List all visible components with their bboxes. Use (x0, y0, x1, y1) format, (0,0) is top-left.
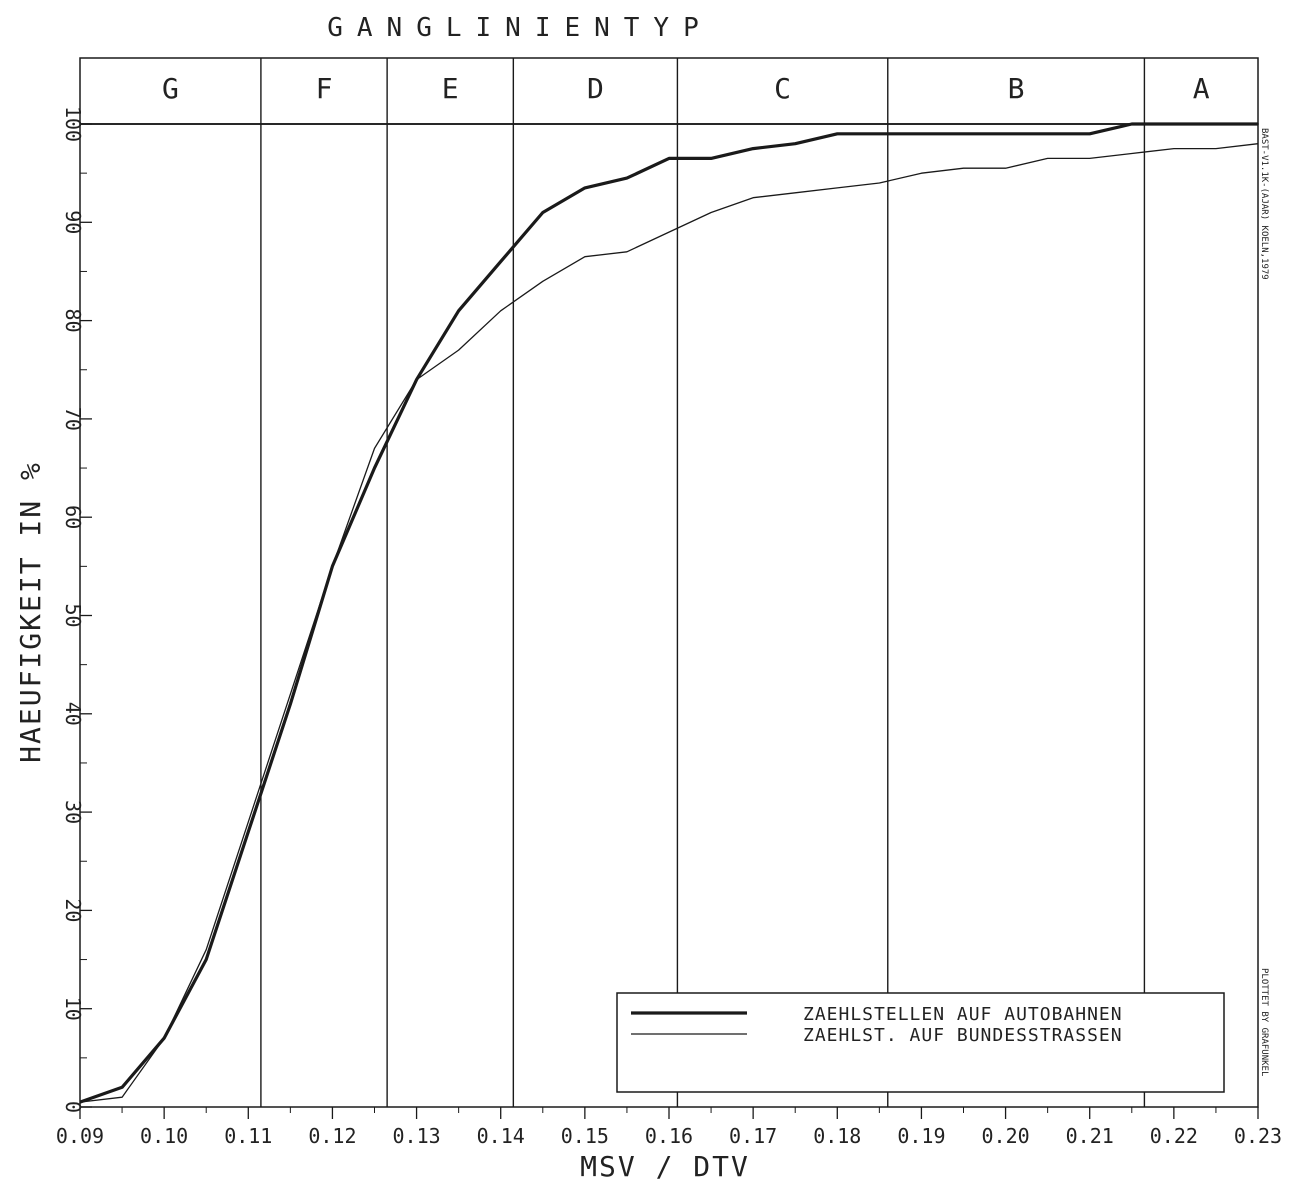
band-header (79, 57, 1259, 125)
y-tick-label: 30 (61, 800, 85, 824)
legend: ZAEHLSTELLEN AUF AUTOBAHNEN ZAEHLST. AUF… (616, 992, 1225, 1093)
x-tick-label: 0.18 (813, 1124, 861, 1148)
x-tick-label: 0.16 (645, 1124, 693, 1148)
side-note-top: BAST-V1.1K-(AJAR) KOELN,1979 (1259, 128, 1269, 280)
y-axis-ticks: 0 10 20 30 40 50 60 70 80 90 100 (61, 106, 92, 1113)
x-tick-label: 0.23 (1234, 1124, 1282, 1148)
band-label-d: D (587, 72, 604, 105)
x-axis-ticks: 0.09 0.10 0.11 0.12 0.13 0.14 0.15 0.16 0.17 0.18… (56, 1107, 1282, 1148)
y-tick-label: 40 (61, 702, 85, 726)
x-tick-label: 0.17 (729, 1124, 777, 1148)
x-tick-label: 0.19 (897, 1124, 945, 1148)
x-tick-label: 0.10 (140, 1124, 188, 1148)
series-group (79, 122, 1259, 1104)
x-tick-label: 0.21 (1066, 1124, 1114, 1148)
x-tick-label: 0.11 (224, 1124, 272, 1148)
band-header-box (79, 57, 1259, 125)
y-axis-label: HAEUFIGKEIT IN % (14, 461, 47, 763)
series-line-autobahnen (79, 122, 1258, 1104)
legend-box (616, 992, 1225, 1093)
y-tick-label: 70 (61, 407, 85, 431)
y-tick-label: 60 (61, 505, 85, 529)
y-tick-label: 100 (61, 106, 85, 142)
x-tick-label: 0.20 (981, 1124, 1029, 1148)
x-tick-label: 0.15 (561, 1124, 609, 1148)
band-label-b: B (1008, 72, 1025, 105)
y-tick-label: 10 (61, 997, 85, 1021)
legend-label-bundesstrassen: ZAEHLST. AUF BUNDESSTRASSEN (803, 1025, 1123, 1046)
x-tick-label: 0.12 (308, 1124, 356, 1148)
legend-label-autobahnen: ZAEHLSTELLEN AUF AUTOBAHNEN (803, 1004, 1123, 1025)
band-label-a: A (1193, 72, 1210, 105)
x-tick-label: 0.14 (477, 1124, 525, 1148)
plot-frame (79, 123, 1259, 1108)
x-tick-label: 0.22 (1150, 1124, 1198, 1148)
x-tick-label: 0.09 (56, 1124, 104, 1148)
side-note-bottom: PLOTTET BY GRAFUNKEL (1259, 968, 1269, 1076)
band-label-f: F (316, 72, 333, 105)
x-axis-label: MSV / DTV (580, 1150, 750, 1183)
band-label-e: E (442, 72, 459, 105)
y-tick-label: 0 (61, 1101, 85, 1113)
y-tick-label: 90 (61, 210, 85, 234)
y-tick-label: 80 (61, 309, 85, 333)
series-line-bundesstrassen (79, 143, 1259, 1103)
band-label-c: C (774, 72, 791, 105)
band-boundaries (260, 58, 1146, 1107)
band-label-g: G (162, 72, 179, 105)
x-tick-label: 0.13 (392, 1124, 440, 1148)
y-tick-label: 20 (61, 898, 85, 922)
y-tick-label: 50 (61, 603, 85, 627)
chart-title: GANGLINIENTYP (327, 13, 713, 43)
